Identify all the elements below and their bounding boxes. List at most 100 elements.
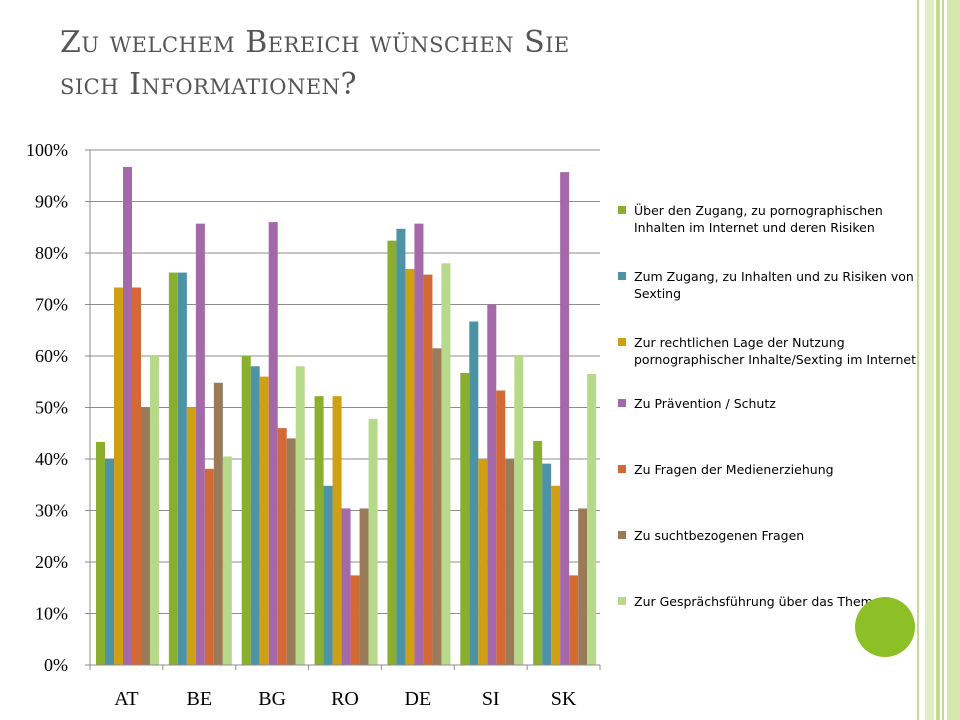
legend-label: Zu Fragen der Medienerziehung <box>634 462 834 477</box>
legend-label: Zur rechtlichen Lage der Nutzung pornogr… <box>634 335 916 367</box>
bar <box>241 356 251 665</box>
bar <box>96 442 105 665</box>
bar <box>478 459 488 665</box>
decor-stripe-5 <box>947 0 960 720</box>
bar <box>569 575 579 665</box>
decor-green-circle <box>855 597 915 657</box>
legend-swatch <box>618 399 626 407</box>
bar <box>195 223 205 665</box>
bar <box>286 438 296 665</box>
x-axis-categories: AT BE BG RO DE SI SK <box>114 688 577 710</box>
bar <box>295 366 305 665</box>
legend-swatch <box>618 206 626 214</box>
y-tick-label: 80% <box>35 243 68 263</box>
bar <box>177 272 187 665</box>
y-axis-ticks: 0% 10% 20% 30% 40% 50% 60% 70% 80% 90% 100% <box>26 140 90 675</box>
bar <box>323 485 333 665</box>
bar <box>250 366 260 665</box>
bar-chart: 0% 10% 20% 30% 40% 50% 60% 70% 80% 90% 100% AT BE BG… <box>26 140 601 710</box>
bar <box>405 268 415 665</box>
legend-swatch <box>618 597 626 605</box>
legend-swatch <box>618 272 626 280</box>
bar <box>441 263 451 665</box>
bar <box>314 396 324 665</box>
slide-title: Zu welchem Bereich wünschen Sie sich Inf… <box>60 22 880 106</box>
y-tick-label: 0% <box>44 655 68 675</box>
legend-label: Zur Gesprächsführung über das Thema <box>634 594 881 609</box>
legend-label: Zu Prävention / Schutz <box>634 396 776 411</box>
bar <box>114 287 123 665</box>
bar <box>132 287 141 665</box>
bar <box>423 274 433 665</box>
bar <box>396 228 406 666</box>
bar <box>222 456 232 665</box>
x-category-label: SK <box>551 688 577 710</box>
bar <box>268 222 278 665</box>
bar <box>560 172 570 665</box>
bar <box>533 440 543 665</box>
y-tick-label: 30% <box>35 501 68 521</box>
bar <box>105 459 114 665</box>
bar <box>469 321 479 665</box>
bar <box>414 223 424 665</box>
y-tick-label: 100% <box>26 140 68 160</box>
y-tick-label: 90% <box>35 192 68 212</box>
legend-swatch <box>618 465 626 473</box>
legend-item: Zu suchtbezogenen Fragen <box>618 527 930 544</box>
bar <box>514 356 524 665</box>
bar <box>213 382 223 665</box>
x-category-label: SI <box>482 688 500 710</box>
bar <box>341 508 351 665</box>
x-category-label: BG <box>258 688 286 710</box>
bar <box>505 459 515 665</box>
y-tick-label: 40% <box>35 449 68 469</box>
legend-item: Zu Prävention / Schutz <box>618 395 930 412</box>
bar <box>204 468 214 665</box>
legend-item: Zu Fragen der Medienerziehung <box>618 461 930 478</box>
chart-bars <box>96 166 597 666</box>
bar <box>460 372 470 665</box>
decor-stripe-3 <box>936 0 940 720</box>
y-tick-label: 70% <box>35 295 68 315</box>
decor-stripe-2 <box>925 0 934 720</box>
legend-swatch <box>618 531 626 539</box>
bar <box>259 376 269 665</box>
legend-item: Zur rechtlichen Lage der Nutzung pornogr… <box>618 334 930 368</box>
legend-item: Über den Zugang, zu pornographischen Inh… <box>618 202 930 236</box>
legend-swatch <box>618 338 626 346</box>
bar <box>551 485 561 665</box>
bar <box>277 428 287 665</box>
bar <box>141 407 150 665</box>
bar <box>368 418 378 665</box>
bar <box>542 463 552 665</box>
bar <box>578 508 588 665</box>
decor-stripe-4 <box>942 0 944 720</box>
y-tick-label: 20% <box>35 552 68 572</box>
bar <box>168 272 178 665</box>
y-tick-label: 10% <box>35 604 68 624</box>
bar <box>186 407 196 665</box>
x-category-label: BE <box>187 688 213 710</box>
bar <box>332 396 342 665</box>
legend-label: Zu suchtbezogenen Fragen <box>634 528 805 543</box>
y-tick-label: 50% <box>35 398 68 418</box>
y-tick-label: 60% <box>35 346 68 366</box>
decor-stripe-1 <box>917 0 919 720</box>
bar <box>432 348 442 665</box>
legend-label: Zum Zugang, zu Inhalten und zu Risiken v… <box>634 269 914 301</box>
slide-title-line-2: sich Informationen? <box>60 67 358 102</box>
x-category-label: DE <box>405 688 432 710</box>
bar <box>123 166 132 665</box>
legend-item: Zur Gesprächsführung über das Thema <box>618 593 930 610</box>
bar <box>496 390 506 665</box>
bar <box>487 304 497 665</box>
bar <box>387 240 397 665</box>
bar <box>350 575 360 665</box>
bar <box>359 508 369 665</box>
x-category-label: RO <box>331 688 359 710</box>
legend-label: Über den Zugang, zu pornographischen Inh… <box>634 203 883 235</box>
x-category-label: AT <box>114 688 138 710</box>
bar <box>150 356 159 665</box>
slide-title-line-1: Zu welchem Bereich wünschen Sie <box>60 25 570 60</box>
bar <box>587 374 597 665</box>
